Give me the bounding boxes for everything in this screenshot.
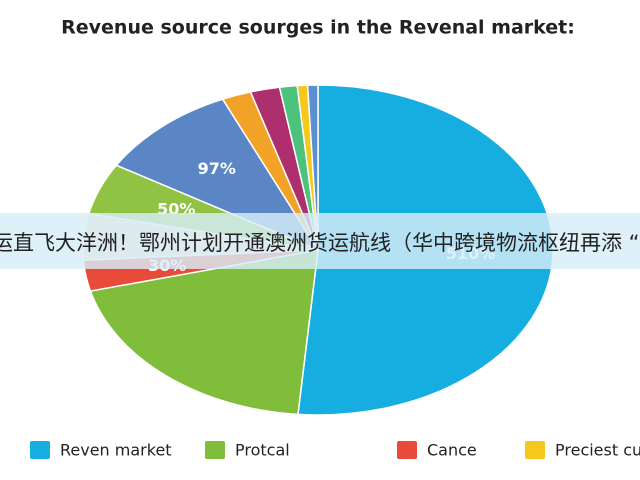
pie-slice: [306, 84, 319, 251]
legend-swatch: [205, 441, 225, 459]
legend: Reven market Protcal Cance Preciest curcet: [30, 441, 640, 460]
legend-label: Reven market: [60, 441, 172, 460]
pie-slice: [89, 249, 319, 416]
overlay-text: 运直飞大洋洲！鄂州计划开通澳洲货运航线（华中跨境物流枢纽再添 “新: [0, 231, 640, 255]
pie-slice: [115, 98, 320, 252]
overlay-banner: 运直飞大洋洲！鄂州计划开通澳洲货运航线（华中跨境物流枢纽再添 “新: [0, 213, 640, 269]
legend-swatch: [30, 441, 50, 459]
chart-title: Revenue source sourges in the Revenal ma…: [61, 17, 575, 39]
legend-swatch: [397, 441, 417, 459]
slice-label: 97%: [198, 159, 236, 178]
legend-label: Preciest curcet: [555, 441, 640, 460]
legend-label: Protcal: [235, 441, 290, 460]
legend-label: Cance: [427, 441, 477, 460]
legend-swatch: [525, 441, 545, 459]
